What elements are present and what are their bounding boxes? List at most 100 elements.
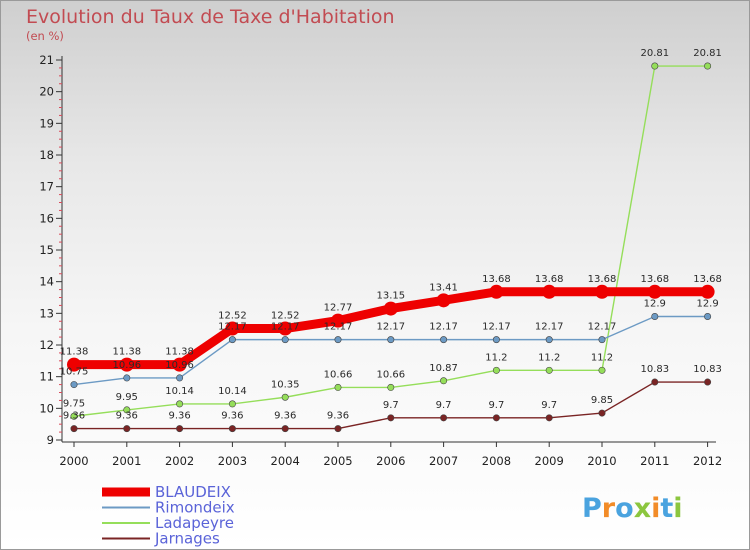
x-tick-label: 2003	[218, 454, 247, 468]
data-point	[70, 412, 78, 420]
data-label: 13.68	[640, 274, 669, 285]
x-tick-label: 2001	[112, 454, 141, 468]
data-point	[598, 409, 606, 417]
data-point	[647, 284, 662, 299]
data-label: 10.87	[429, 363, 458, 374]
data-label: 10.66	[376, 369, 405, 380]
y-tick-label: 20	[39, 85, 54, 99]
data-label: 10.35	[271, 379, 300, 390]
data-label: 9.7	[436, 400, 452, 411]
data-point	[119, 357, 134, 372]
data-point	[228, 400, 236, 408]
data-label: 13.68	[482, 274, 511, 285]
data-point	[334, 425, 342, 433]
data-label: 9.7	[488, 400, 504, 411]
data-point	[176, 425, 184, 433]
data-point	[70, 425, 78, 433]
data-point	[334, 336, 342, 344]
data-label: 12.52	[271, 311, 300, 322]
x-tick-label: 2002	[165, 454, 194, 468]
data-label: 12.17	[271, 322, 300, 333]
data-label: 13.68	[693, 274, 722, 285]
data-label: 11.38	[165, 347, 194, 358]
legend-label: Ladapeyre	[155, 514, 234, 532]
data-point	[123, 425, 131, 433]
data-label: 10.96	[112, 360, 141, 371]
x-tick-label: 2009	[535, 454, 564, 468]
data-point	[440, 414, 448, 422]
data-point	[278, 321, 293, 336]
data-label: 13.68	[535, 274, 564, 285]
data-point	[331, 313, 345, 328]
data-point	[176, 400, 184, 408]
data-point	[440, 336, 448, 344]
data-label: 13.68	[588, 274, 617, 285]
data-label: 12.17	[535, 322, 564, 333]
data-label: 13.41	[429, 282, 458, 293]
data-point	[545, 336, 553, 344]
data-point	[700, 284, 715, 299]
y-tick-label: 16	[39, 211, 54, 225]
y-tick-label: 13	[39, 306, 54, 320]
data-point	[651, 62, 659, 70]
data-label: 9.36	[168, 411, 190, 422]
data-label: 10.66	[324, 369, 353, 380]
x-tick-label: 2008	[482, 454, 511, 468]
data-point	[334, 383, 342, 391]
data-point	[387, 336, 395, 344]
data-point	[176, 374, 184, 382]
chart-title: Evolution du Taux de Taxe d'Habitation	[26, 6, 395, 28]
x-tick-label: 2007	[429, 454, 458, 468]
data-label: 11.2	[591, 352, 613, 363]
data-point	[281, 393, 289, 401]
data-label: 12.17	[324, 322, 353, 333]
y-tick-label: 17	[39, 180, 54, 194]
x-tick-label: 2010	[587, 454, 616, 468]
data-point	[542, 284, 557, 299]
data-point	[598, 366, 606, 374]
y-tick-label: 9	[47, 433, 54, 447]
data-label: 12.17	[429, 322, 458, 333]
data-label: 11.38	[60, 347, 89, 358]
data-point	[70, 381, 78, 389]
data-point	[172, 357, 187, 372]
data-label: 12.9	[696, 299, 718, 310]
data-label: 10.14	[165, 386, 194, 397]
data-point	[440, 377, 448, 385]
data-point	[281, 425, 289, 433]
data-label: 12.17	[588, 322, 617, 333]
x-tick-label: 2005	[323, 454, 352, 468]
data-label: 10.83	[640, 364, 669, 375]
y-tick-label: 15	[39, 243, 54, 257]
data-point	[704, 378, 712, 386]
data-point	[383, 301, 398, 316]
data-label: 13.15	[376, 291, 405, 302]
data-label: 12.9	[644, 299, 666, 310]
data-point	[651, 312, 659, 320]
data-label: 9.36	[274, 411, 296, 422]
data-point	[492, 366, 500, 374]
data-point	[225, 321, 240, 336]
data-label: 9.36	[327, 411, 349, 422]
data-point	[492, 414, 500, 422]
data-point	[123, 406, 131, 414]
data-label: 12.17	[376, 322, 405, 333]
data-label: 9.7	[383, 400, 399, 411]
data-point	[704, 62, 712, 70]
data-point	[123, 374, 131, 382]
legend-label: BLAUDEIX	[155, 483, 231, 501]
y-tick-label: 14	[39, 275, 54, 289]
y-tick-label: 11	[39, 370, 54, 384]
data-label: 12.77	[324, 303, 353, 314]
data-point	[387, 414, 395, 422]
data-label: 11.2	[485, 352, 507, 363]
data-label: 10.83	[693, 364, 722, 375]
data-label: 12.52	[218, 311, 247, 322]
legend-label: Rimondeix	[155, 499, 235, 517]
x-tick-label: 2000	[59, 454, 88, 468]
data-label: 9.75	[63, 398, 85, 409]
data-label: 9.36	[116, 411, 138, 422]
x-tick-label: 2011	[640, 454, 669, 468]
data-point	[228, 425, 236, 433]
data-point	[281, 336, 289, 344]
